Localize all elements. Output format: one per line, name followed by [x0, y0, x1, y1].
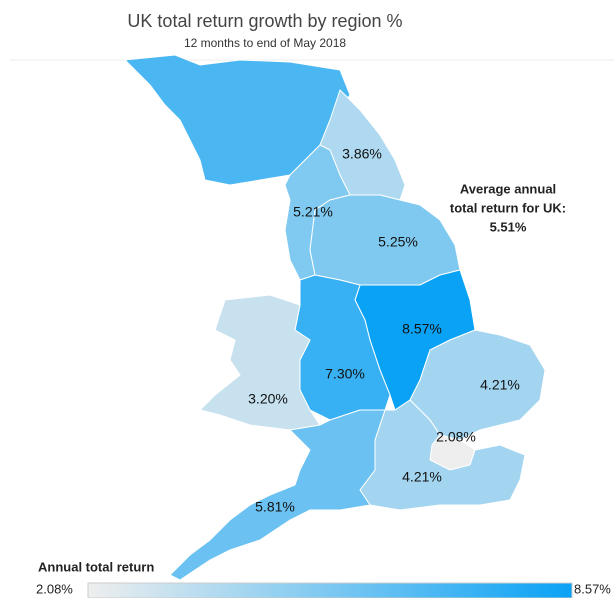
region: [409, 329, 546, 441]
region-label: 2.08%: [436, 429, 476, 445]
region: [169, 409, 386, 581]
legend-bar: [87, 582, 573, 598]
region-label: 5.21%: [293, 204, 333, 220]
annotation-line: total return for UK:: [450, 200, 566, 215]
legend-title: Annual total return: [38, 559, 154, 574]
region-label: 3.20%: [248, 391, 288, 407]
region-label: 4.21%: [480, 377, 520, 393]
legend-min: 2.08%: [36, 581, 73, 596]
region-label: 8.57%: [402, 321, 442, 337]
title: UK total return growth by region %: [127, 11, 402, 31]
annotation-line: Average annual: [460, 181, 556, 196]
region-label: 4.21%: [402, 469, 442, 485]
legend-max: 8.57%: [574, 581, 611, 596]
annotation-line: 5.51%: [490, 219, 527, 234]
subtitle: 12 months to end of May 2018: [184, 36, 346, 50]
region-label: 5.25%: [378, 234, 418, 250]
region-label: 5.81%: [255, 499, 295, 515]
region-label: 7.30%: [325, 366, 365, 382]
region-label: 3.86%: [342, 146, 382, 162]
